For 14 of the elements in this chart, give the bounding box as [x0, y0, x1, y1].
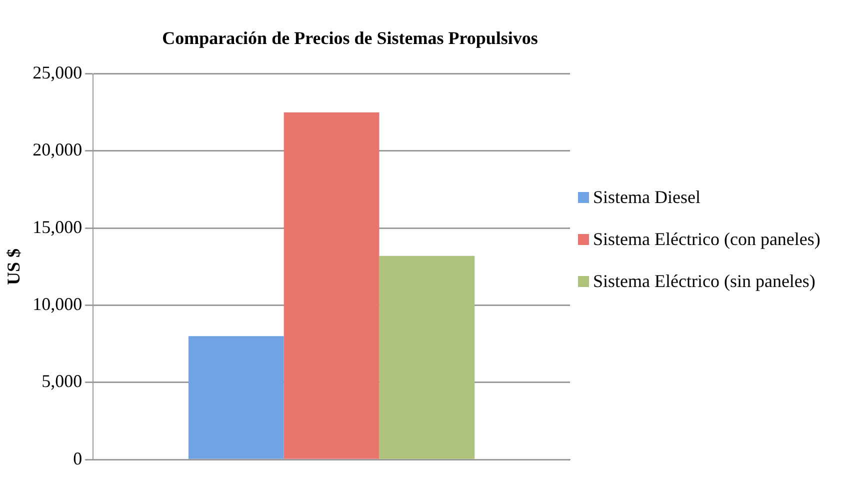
y-tick-label: 0 — [73, 448, 82, 468]
bar — [284, 112, 380, 459]
bar — [379, 256, 475, 459]
legend-label: Sistema Eléctrico (sin paneles) — [593, 270, 816, 293]
y-tick-label: 25,000 — [32, 62, 82, 83]
bar — [188, 336, 284, 459]
y-tick-label: 10,000 — [32, 294, 82, 314]
y-tick-label: 15,000 — [32, 216, 82, 237]
y-tick-label: 20,000 — [32, 140, 82, 160]
legend-label: Sistema Diesel — [593, 186, 700, 209]
legend-label: Sistema Eléctrico (con paneles) — [593, 228, 820, 251]
y-tick-label: 5,000 — [42, 371, 82, 392]
chart-title: Comparación de Precios de Sistemas Propulsivos — [161, 28, 539, 49]
y-axis-title: US $ — [3, 248, 24, 285]
